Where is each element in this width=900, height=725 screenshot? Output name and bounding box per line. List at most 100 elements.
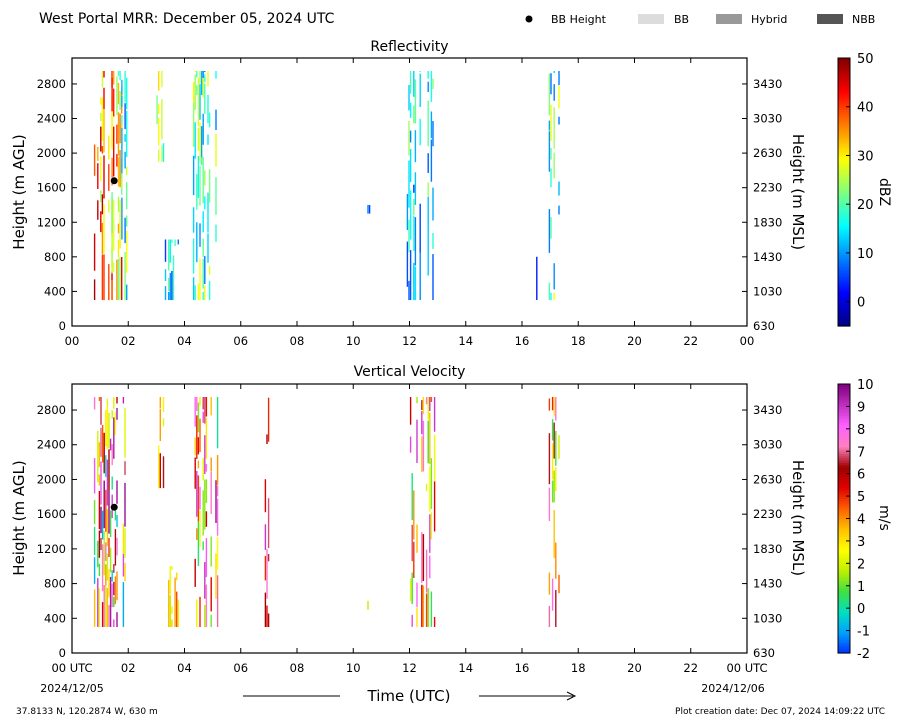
echo-band [111, 71, 123, 301]
colorbar-swatch [838, 527, 850, 531]
echo-cell [124, 562, 126, 582]
echo-cell [425, 593, 428, 627]
echo-cell [101, 194, 104, 215]
echo-cell [429, 514, 431, 553]
colorbar-swatch [838, 457, 850, 461]
echo-cell [109, 438, 112, 451]
echo-cell [117, 82, 120, 105]
colorbar-swatch [838, 585, 850, 589]
echo-cell [101, 544, 104, 592]
echo-cell [406, 193, 409, 231]
echo-cell [113, 619, 115, 627]
colorbar-swatch [838, 442, 850, 446]
echo-cell [172, 255, 175, 300]
echo-cell [199, 122, 201, 163]
colorbar-tick-label: 0 [857, 602, 865, 617]
x-tick-label: 22 [683, 334, 698, 348]
colorbar-swatch [838, 480, 850, 484]
y-tick-label-right: 2630 [753, 472, 782, 486]
echo-cell [425, 483, 428, 491]
colorbar-swatch [838, 641, 850, 645]
colorbar-swatch [838, 319, 850, 323]
colorbar-swatch [838, 471, 850, 475]
colorbar-swatch [838, 212, 850, 215]
colorbar-swatch [838, 73, 850, 77]
y-tick-label-right: 630 [753, 646, 775, 660]
reflectivity-title: Reflectivity [370, 39, 448, 55]
creation-date-text: Plot creation date: Dec 07, 2024 14:09:2… [675, 707, 885, 717]
echo-cell [414, 79, 417, 124]
echo-cell [159, 408, 161, 441]
echo-cell [548, 282, 551, 300]
colorbar-swatch [838, 261, 850, 265]
colorbar-swatch [838, 109, 850, 113]
echo-cell [204, 196, 206, 210]
echo-cell [117, 258, 120, 301]
echo-cell [98, 530, 101, 558]
colorbar-swatch [838, 205, 850, 209]
echo-cell [432, 121, 434, 147]
colorbar-swatch [838, 449, 850, 452]
echo-cell [116, 124, 118, 144]
echo-cell [429, 412, 431, 464]
echo-cell [414, 217, 417, 266]
echo-cell [551, 443, 554, 480]
colorbar-swatch [838, 415, 850, 419]
x-tick-label: 12 [402, 661, 417, 675]
echo-cell [421, 532, 423, 583]
echo-cell [111, 116, 113, 150]
echo-cell [194, 457, 196, 489]
colorbar-swatch [838, 71, 850, 75]
echo-cell [202, 71, 204, 78]
echo-cell [427, 71, 429, 79]
echo-cell [100, 506, 102, 534]
velocity-colorbar-label: m/s [876, 505, 892, 531]
colorbar-swatch [838, 305, 850, 309]
echo-cell [199, 258, 201, 300]
colorbar-swatch [838, 397, 850, 401]
x-tick-label: 00 [65, 334, 80, 348]
echo-cell [409, 71, 412, 94]
echo-cell [111, 444, 113, 466]
echo-cell [216, 455, 219, 485]
echo-cell [205, 511, 208, 527]
y-tick-label: 1600 [37, 507, 66, 521]
x-tick-label: 08 [290, 334, 305, 348]
colorbar-swatch [838, 567, 850, 571]
echo-cell [555, 397, 557, 421]
echo-cell [108, 164, 110, 191]
echo-cell [367, 205, 369, 214]
colorbar-swatch [838, 437, 850, 441]
echo-cell [117, 71, 120, 76]
x-tick-label: 04 [177, 334, 192, 348]
echo-cell [202, 458, 204, 481]
colorbar-swatch [838, 218, 850, 222]
echo-cell [199, 418, 201, 452]
colorbar-swatch [838, 466, 850, 470]
x-tick-label: 06 [233, 334, 248, 348]
echo-cell [197, 127, 200, 151]
colorbar-swatch [838, 198, 850, 202]
x-tick-label: 00 UTC [51, 661, 92, 675]
y-tick-label-right: 1830 [753, 542, 782, 556]
echo-cell [121, 127, 123, 174]
echo-cell [103, 71, 105, 78]
colorbar-swatch [838, 118, 850, 122]
echo-cell [264, 592, 267, 627]
echo-cell [196, 71, 198, 78]
echo-cell [114, 508, 117, 521]
echo-cell [106, 553, 109, 581]
echo-cell [108, 135, 110, 160]
colorbar-swatch [838, 162, 850, 166]
echo-cell [106, 588, 109, 627]
echo-cell [550, 168, 552, 188]
y-tick-label: 800 [44, 250, 66, 264]
echo-cell [113, 199, 115, 251]
echo-cell [204, 170, 206, 186]
colorbar-swatch [838, 444, 850, 448]
echo-cell [98, 491, 101, 530]
y-tick-label: 1200 [37, 215, 66, 229]
echo-cell [93, 144, 96, 176]
echo-cell [106, 398, 109, 407]
echo-cell [548, 487, 551, 521]
